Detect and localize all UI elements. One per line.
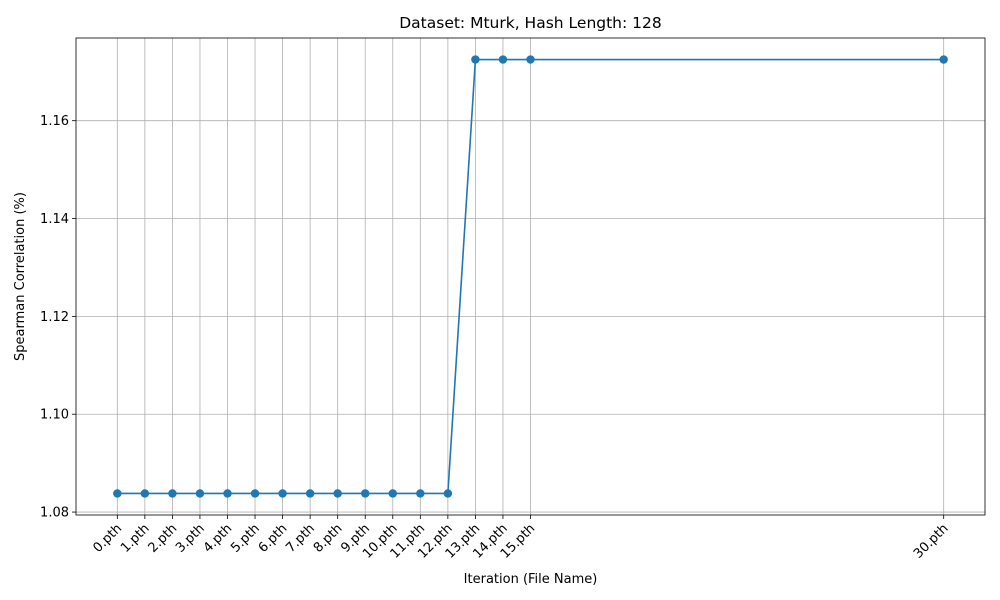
y-tick-label: 1.12 <box>40 310 69 325</box>
data-point <box>195 489 205 498</box>
chart-title: Dataset: Mturk, Hash Length: 128 <box>399 14 662 32</box>
y-tick-label: 1.16 <box>40 114 69 129</box>
data-point <box>361 489 370 498</box>
y-axis-ticks: 1.08 1.10 1.12 1.14 1.16 <box>40 114 76 521</box>
data-point <box>278 489 287 498</box>
y-tick-label: 1.10 <box>40 408 69 423</box>
data-point <box>223 489 232 498</box>
grid-lines <box>76 38 985 515</box>
y-tick-label: 1.14 <box>40 212 69 227</box>
data-point <box>113 489 122 498</box>
data-point <box>416 489 425 498</box>
x-axis-title: Iteration (File Name) <box>464 572 598 587</box>
y-axis-title: Spearman Correlation (%) <box>13 192 28 361</box>
data-point <box>305 489 315 498</box>
data-point <box>168 489 177 498</box>
data-point <box>333 489 342 498</box>
data-point <box>250 489 260 498</box>
data-point <box>388 489 397 498</box>
data-point <box>443 489 453 498</box>
series-layer <box>113 55 948 498</box>
data-point <box>140 489 150 498</box>
data-point <box>939 55 948 64</box>
y-tick-label: 1.08 <box>40 506 69 521</box>
data-point <box>498 55 508 64</box>
data-point <box>526 55 535 64</box>
data-point <box>471 55 480 64</box>
